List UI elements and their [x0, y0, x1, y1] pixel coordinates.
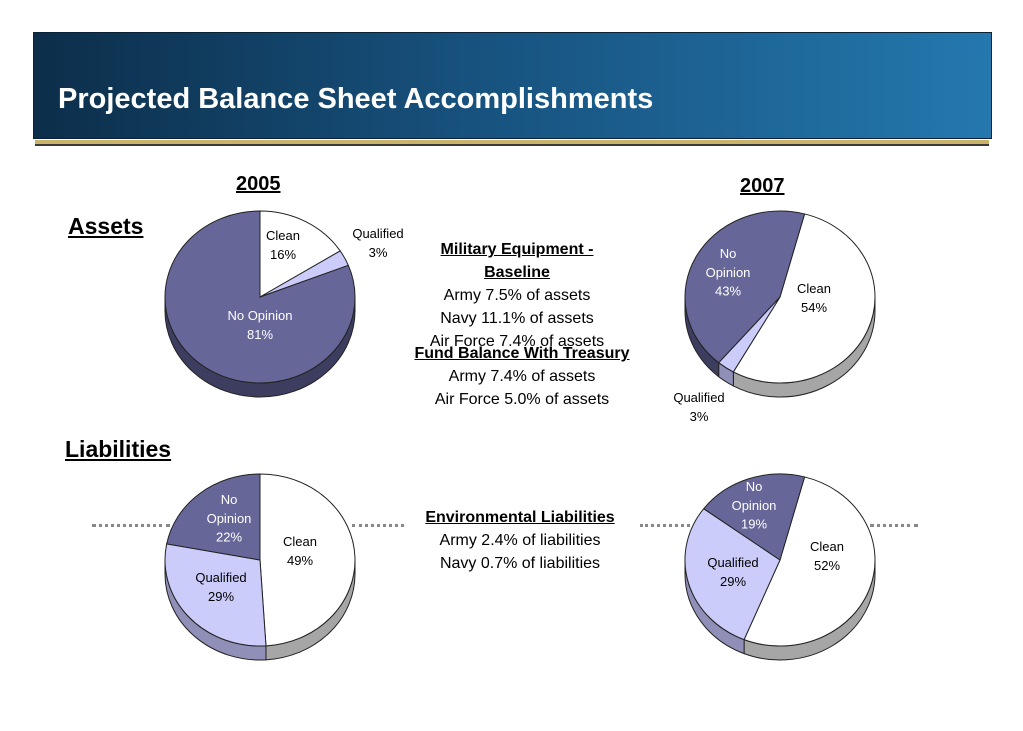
- pie-liabilities-2005: Clean 49% Qualified 29% No Opinion 22%: [164, 473, 356, 661]
- pie-slice-no_opinion: [684, 210, 806, 364]
- environmental-liabilities-line: Army 2.4% of liabilities: [439, 532, 601, 549]
- separator-dots-right: [870, 524, 918, 527]
- pie-slice-clean: [259, 473, 356, 647]
- pie-label-clean: Clean 54%: [797, 281, 831, 315]
- pie-assets-2007: Clean 54% Qualified 3% No Opinion 43%: [673, 210, 876, 424]
- pie-slice-clean: [732, 213, 876, 384]
- environmental-liabilities-line: Navy 0.7% of liabilities: [439, 555, 601, 572]
- military-equipment-line: Army 7.5% of assets: [443, 287, 591, 304]
- pie-label-clean: Clean 49%: [283, 534, 317, 568]
- year-2005-label: 2005: [236, 173, 281, 195]
- title-banner: Projected Balance Sheet Accomplishments: [33, 32, 992, 139]
- military-equipment-block: Military Equipment - Baseline Army 7.5% …: [402, 238, 632, 353]
- pie-slice-clean: [743, 476, 876, 647]
- military-equipment-line: Navy 11.1% of assets: [440, 310, 594, 327]
- pie-label-no_opinion: No Opinion 19%: [732, 479, 777, 532]
- environmental-liabilities-heading: Environmental Liabilities: [425, 509, 615, 526]
- pie-label-qualified: Qualified 3%: [352, 226, 403, 260]
- military-equipment-line: Air Force 7.4% of assets: [429, 333, 605, 350]
- fund-balance-line: Army 7.4% of assets: [448, 368, 596, 385]
- fund-balance-line: Air Force 5.0% of assets: [434, 391, 610, 408]
- page-title: Projected Balance Sheet Accomplishments: [58, 83, 654, 115]
- military-equipment-heading: Military Equipment - Baseline: [440, 241, 594, 281]
- title-rule-dark: [35, 144, 989, 146]
- separator-dots-left: [92, 524, 170, 527]
- pie-liabilities-2007: Clean 52% Qualified 29% No Opinion 19%: [684, 473, 876, 661]
- pie-label-clean: Clean 16%: [266, 228, 300, 262]
- fund-balance-heading: Fund Balance With Treasury: [414, 345, 630, 362]
- pie-label-no_opinion: No Opinion 43%: [706, 246, 751, 299]
- pie-label-no_opinion: No Opinion 81%: [227, 308, 292, 342]
- pie-slice-qualified: [164, 543, 267, 647]
- pie-slice-clean: [259, 210, 341, 298]
- pie-label-clean: Clean 52%: [810, 539, 844, 573]
- assets-section-label: Assets: [68, 213, 144, 239]
- pie-slice-no_opinion: [702, 473, 806, 561]
- pie-slice-no_opinion: [166, 473, 261, 561]
- separator-dots-center-right: [640, 524, 702, 527]
- pie-slice-no_opinion: [164, 210, 356, 384]
- pie-label-qualified: Qualified 29%: [707, 555, 758, 589]
- pie-label-qualified: Qualified 29%: [195, 570, 246, 604]
- pie-assets-2005: Clean 16% Qualified 3% No Opinion 81%: [164, 210, 404, 398]
- liabilities-section-label: Liabilities: [65, 436, 172, 462]
- year-2007-label: 2007: [740, 175, 785, 197]
- separator-dots-center-left: [352, 524, 404, 527]
- environmental-liabilities-block: Environmental Liabilities Army 2.4% of l…: [400, 506, 640, 575]
- title-rule-accent: [35, 140, 989, 144]
- fund-balance-block: Fund Balance With Treasury Army 7.4% of …: [392, 342, 652, 411]
- pie-label-no_opinion: No Opinion 22%: [207, 492, 252, 545]
- pie-label-qualified: Qualified 3%: [673, 390, 724, 424]
- pie-slice-qualified: [684, 508, 781, 641]
